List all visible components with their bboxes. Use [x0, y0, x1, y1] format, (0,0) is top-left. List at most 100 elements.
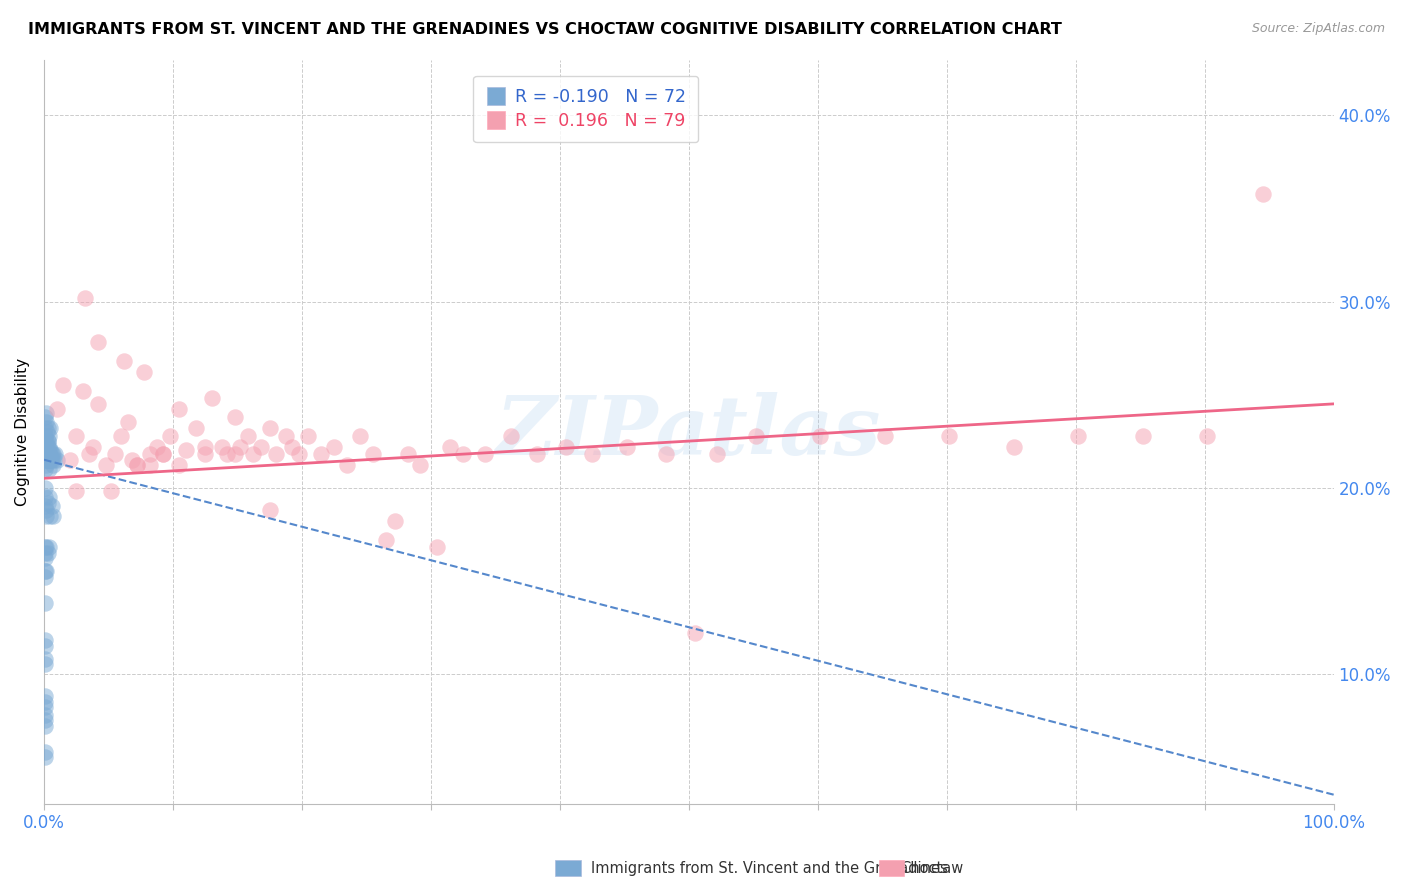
Point [39, 447, 62, 461]
Point [288, 447, 311, 461]
Point [34, 695, 56, 709]
Point [45, 452, 67, 467]
Point [683, 625, 706, 640]
Point [745, 428, 768, 442]
Point [259, 503, 281, 517]
Point [152, 447, 174, 461]
Point [35, 443, 58, 458]
Point [38, 452, 60, 467]
Point [138, 458, 160, 473]
Text: ZIPatlas: ZIPatlas [496, 392, 882, 472]
Point [112, 354, 135, 368]
Point [125, 458, 148, 473]
Point [808, 428, 831, 442]
Point [34, 657, 56, 672]
Point [323, 440, 346, 454]
Point [87, 335, 110, 350]
Point [34, 633, 56, 648]
Point [35, 540, 58, 554]
Point [38, 462, 60, 476]
Point [37, 421, 59, 435]
Point [41, 452, 63, 467]
Point [38, 490, 60, 504]
Point [236, 428, 259, 442]
Point [1251, 186, 1274, 201]
Point [276, 428, 298, 442]
Point [37, 434, 59, 449]
Point [224, 447, 246, 461]
Point [34, 689, 56, 703]
Point [34, 462, 56, 476]
Text: IMMIGRANTS FROM ST. VINCENT AND THE GRENADINES VS CHOCTAW COGNITIVE DISABILITY C: IMMIGRANTS FROM ST. VINCENT AND THE GREN… [28, 22, 1062, 37]
Point [121, 452, 143, 467]
Y-axis label: Cognitive Disability: Cognitive Disability [15, 358, 30, 506]
Point [110, 428, 132, 442]
Point [35, 434, 58, 449]
Point [581, 447, 603, 461]
Point [169, 402, 191, 417]
Point [82, 440, 104, 454]
Point [297, 428, 319, 442]
Point [41, 500, 63, 514]
Point [34, 540, 56, 554]
Point [349, 428, 371, 442]
Point [1197, 428, 1219, 442]
Point [42, 447, 65, 461]
Point [39, 443, 62, 458]
Point [1132, 428, 1154, 442]
Point [34, 719, 56, 733]
Point [134, 365, 156, 379]
Point [35, 565, 58, 579]
Point [65, 428, 87, 442]
Point [706, 447, 728, 461]
Point [75, 291, 97, 305]
Point [34, 639, 56, 653]
Point [34, 652, 56, 666]
Point [384, 514, 406, 528]
Point [34, 745, 56, 759]
Point [159, 428, 181, 442]
Point [42, 508, 65, 523]
Point [52, 378, 75, 392]
Point [34, 490, 56, 504]
Point [44, 452, 66, 467]
Point [374, 533, 396, 547]
Point [426, 540, 449, 554]
Point [34, 596, 56, 610]
Point [94, 458, 117, 473]
Point [616, 440, 638, 454]
Point [169, 458, 191, 473]
Point [200, 392, 222, 406]
Point [37, 452, 59, 467]
Point [242, 447, 264, 461]
Point [1002, 440, 1025, 454]
Point [65, 484, 87, 499]
Point [474, 447, 496, 461]
Point [555, 440, 578, 454]
Point [35, 458, 58, 473]
Point [34, 500, 56, 514]
Point [309, 447, 332, 461]
Point [264, 447, 287, 461]
Text: Choctaw: Choctaw [900, 861, 963, 876]
Point [34, 546, 56, 560]
Point [35, 443, 58, 458]
Point [37, 447, 59, 461]
Point [229, 440, 252, 454]
Point [104, 447, 127, 461]
Point [138, 447, 160, 461]
Point [396, 447, 419, 461]
Point [35, 503, 58, 517]
Point [34, 707, 56, 722]
Point [37, 434, 59, 449]
Point [526, 447, 548, 461]
Point [44, 447, 66, 461]
Point [41, 447, 63, 461]
Point [35, 406, 58, 420]
Point [37, 425, 59, 439]
Point [125, 458, 148, 473]
Point [39, 421, 62, 435]
Point [499, 428, 522, 442]
Point [34, 565, 56, 579]
Point [34, 570, 56, 584]
